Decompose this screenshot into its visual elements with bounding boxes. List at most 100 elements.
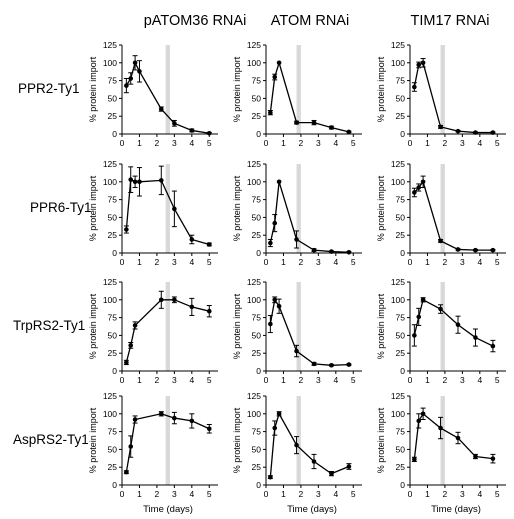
data-point [124,83,129,88]
x-tick-label: 5 [351,257,356,267]
data-point [172,206,177,212]
data-point [294,120,299,125]
row-label-ppr6: PPR6-Ty1 [30,200,92,215]
x-tick-label: 4 [189,257,194,267]
y-tick-label: 25 [396,462,406,472]
data-point [272,297,278,303]
x-tick-label: 1 [137,257,142,267]
y-tick-label: 50 [396,444,406,454]
x-tick-label: 5 [207,138,212,148]
chart-panel-3-2: 0 25 50 75 100 125 0 1 2 3 4 5 % protein import Time … [376,391,506,515]
y-tick-label: 25 [108,348,118,358]
x-tick-label: 2 [443,138,448,148]
x-tick-label: 3 [460,489,465,499]
x-tick-label: 3 [316,257,321,267]
data-point [420,179,426,185]
data-point [128,177,134,182]
y-axis-label: % protein import [376,293,386,359]
data-point [346,464,352,469]
y-axis-label: % protein import [88,175,98,241]
x-tick-label: 4 [333,138,338,148]
series-line [269,412,350,478]
data-point [158,178,164,183]
y-tick-label: 125 [247,277,261,287]
x-tick-label: 2 [299,489,304,499]
data-point [473,130,478,135]
shaded-band [440,282,445,371]
y-axis-label: % protein import [88,56,98,122]
x-tick-label: 1 [281,489,286,499]
data-point [132,179,138,185]
data-point [128,444,134,449]
y-tick-label: 75 [108,313,118,323]
data-point [276,60,282,66]
data-point [412,333,417,338]
x-tick-label: 5 [495,489,500,499]
x-tick-label: 0 [408,138,413,148]
y-tick-label: 25 [108,230,118,240]
data-point [412,190,417,195]
y-tick-label: 100 [391,409,405,419]
x-tick-label: 4 [333,257,338,267]
data-point [420,411,426,417]
data-point [124,469,129,475]
y-tick-label: 125 [247,40,261,50]
data-point [438,124,443,130]
data-point [346,249,352,255]
x-tick-label: 0 [120,489,125,499]
y-tick-label: 0 [112,480,117,490]
data-point [294,237,299,242]
data-point [438,425,443,431]
x-tick-label: 3 [460,257,465,267]
data-point [455,247,461,252]
data-point [276,303,282,309]
y-tick-label: 125 [103,40,117,50]
y-tick-label: 0 [112,366,117,376]
data-point [124,227,129,232]
x-tick-label: 5 [351,489,356,499]
y-tick-label: 50 [252,93,262,103]
x-tick-label: 0 [408,489,413,499]
row-label-ppr2: PPR2-Ty1 [18,81,80,96]
data-point [172,297,177,303]
x-tick-label: 2 [155,375,160,385]
y-tick-label: 50 [108,330,118,340]
x-tick-label: 5 [207,489,212,499]
y-tick-label: 75 [396,76,406,86]
series-line [413,180,493,251]
y-tick-label: 50 [396,330,406,340]
x-tick-label: 2 [155,138,160,148]
y-axis-label: % protein import [232,293,242,359]
x-axis-label: Time (days) [431,504,481,515]
data-point [124,360,129,365]
x-tick-label: 5 [207,257,212,267]
data-point [132,60,138,66]
data-point [346,362,352,367]
data-point [490,343,496,349]
shaded-band [165,164,170,253]
data-point [412,84,417,90]
y-tick-label: 75 [108,76,118,86]
y-tick-label: 0 [256,248,261,258]
y-tick-label: 0 [400,366,405,376]
shaded-band [440,45,445,134]
x-tick-label: 0 [264,138,269,148]
y-tick-label: 25 [396,230,406,240]
y-tick-label: 100 [391,177,405,187]
y-tick-label: 125 [103,391,117,401]
x-tick-label: 3 [172,375,177,385]
x-tick-label: 3 [460,375,465,385]
data-point [420,60,426,66]
data-point [206,242,212,247]
data-point [490,456,496,461]
x-tick-label: 3 [172,489,177,499]
y-tick-label: 0 [112,129,117,139]
data-point [132,323,138,328]
data-point [455,128,461,134]
chart-panel-3-1: 0 25 50 75 100 125 0 1 2 3 4 5 % protein import Time … [232,391,362,515]
x-tick-label: 1 [425,138,430,148]
chart-panel-2-1: 0 25 50 75 100 125 0 1 2 3 4 5 % protein import [232,277,362,385]
y-tick-label: 100 [247,177,261,187]
x-tick-label: 2 [155,489,160,499]
